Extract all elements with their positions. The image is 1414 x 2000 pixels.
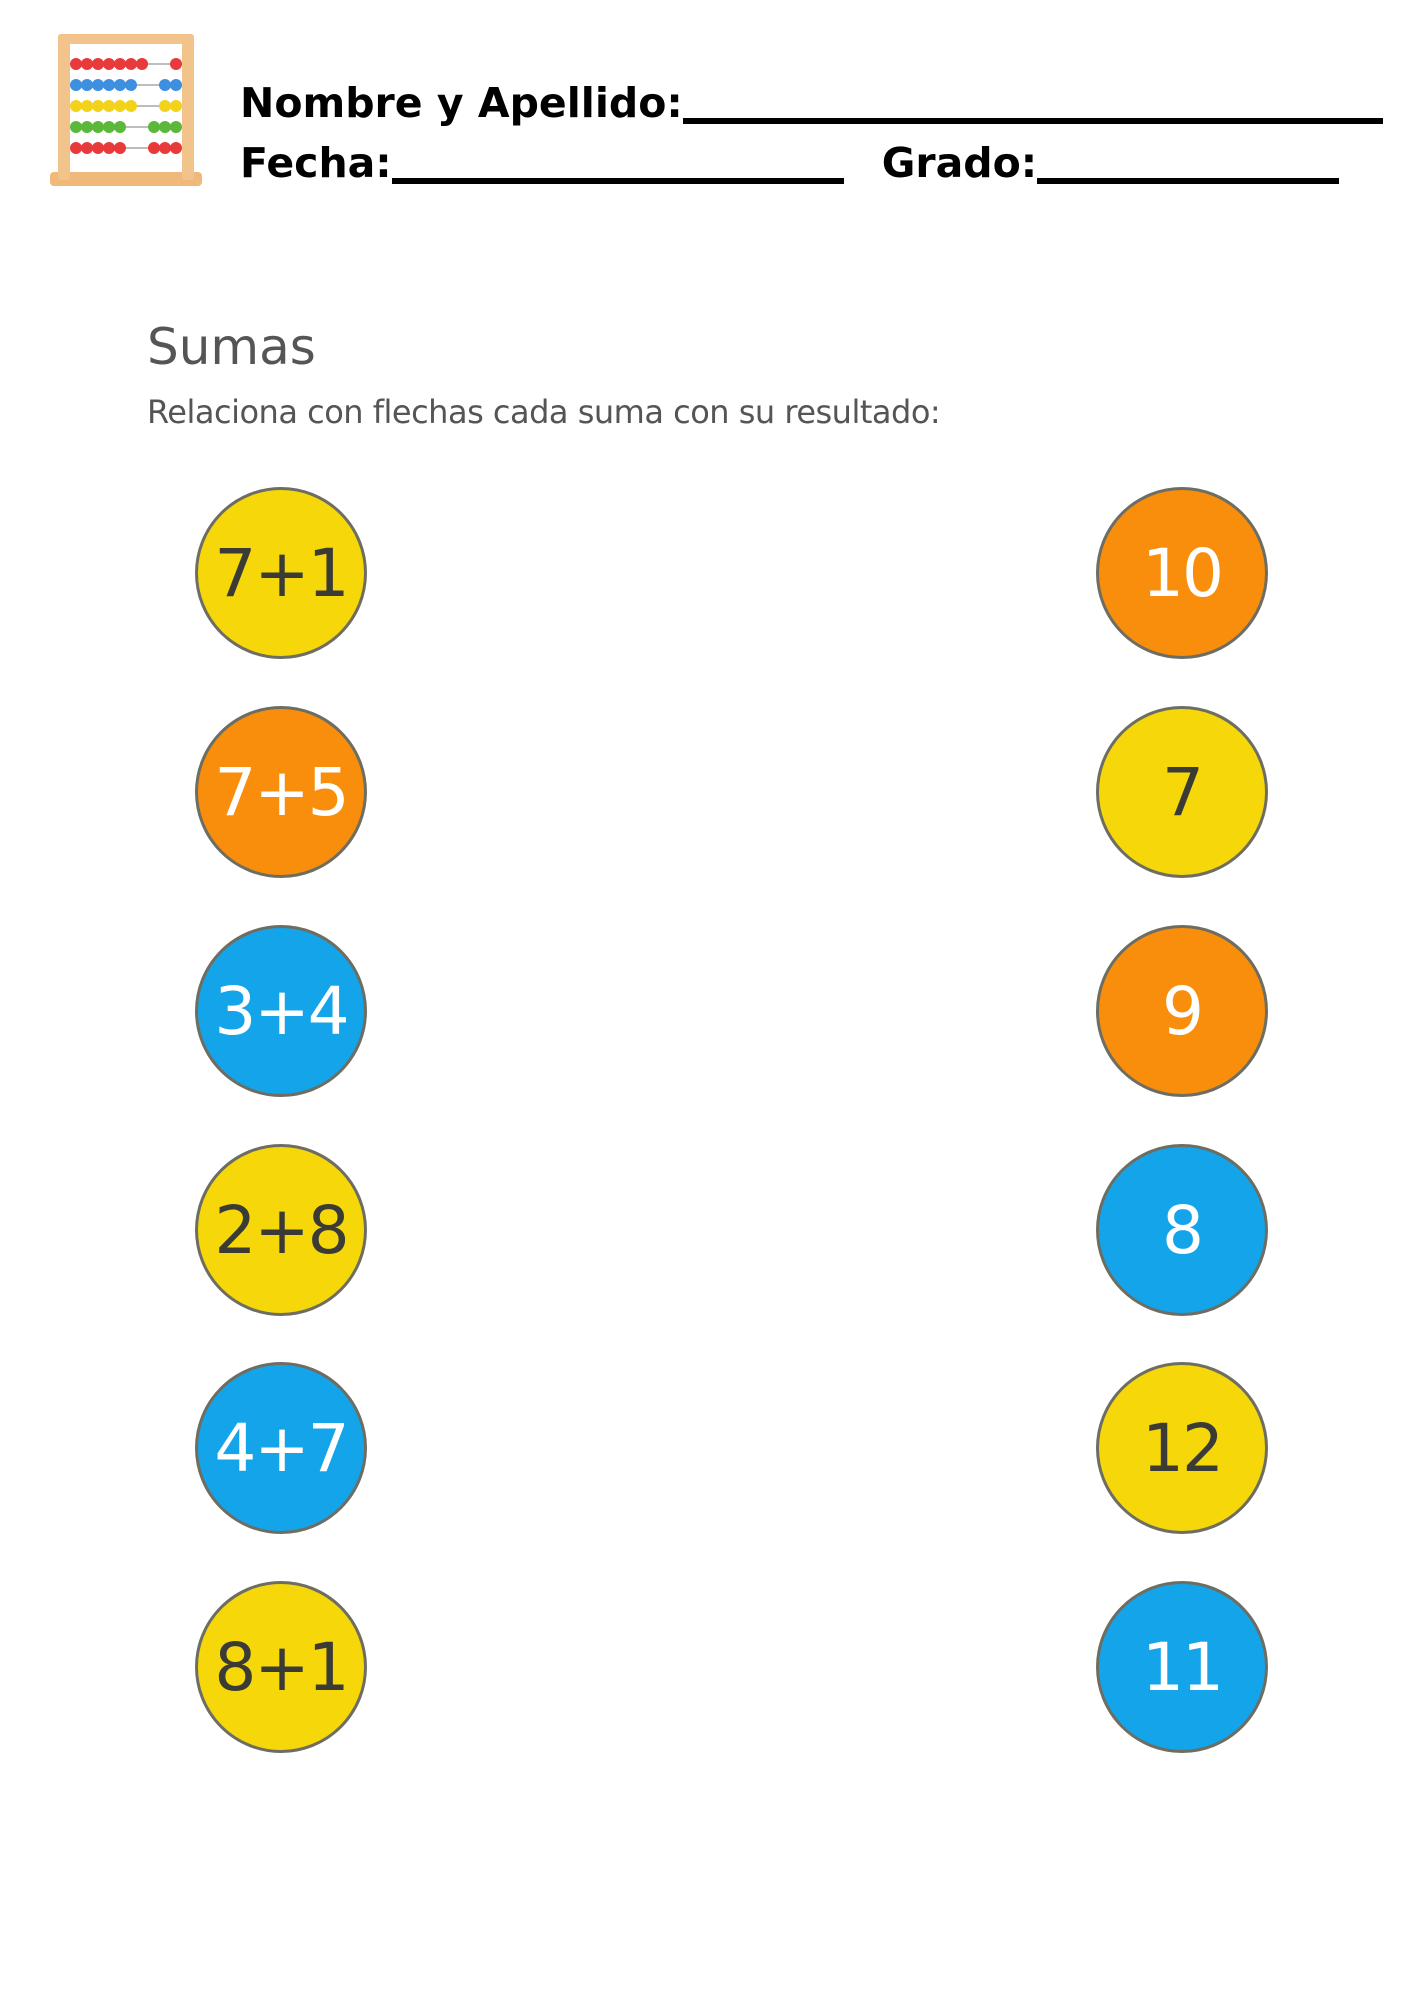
sum-circle-6[interactable]: 8+1 [195, 1581, 367, 1753]
sum-circle-1[interactable]: 7+1 [195, 487, 367, 659]
result-circle-6[interactable]: 11 [1096, 1581, 1268, 1753]
result-circle-5[interactable]: 12 [1096, 1362, 1268, 1534]
grade-blank-line[interactable] [1037, 136, 1340, 184]
sum-circle-5[interactable]: 4+7 [195, 1362, 367, 1534]
abacus-icon [50, 34, 202, 186]
exercise-instruction: Relaciona con flechas cada suma con su r… [147, 393, 941, 431]
result-circle-1[interactable]: 10 [1096, 487, 1268, 659]
result-circle-2[interactable]: 7 [1096, 706, 1268, 878]
sum-circle-3[interactable]: 3+4 [195, 925, 367, 1097]
sum-circle-4[interactable]: 2+8 [195, 1144, 367, 1316]
exercise-title: Sumas [147, 318, 316, 376]
result-circle-4[interactable]: 8 [1096, 1144, 1268, 1316]
name-row: Nombre y Apellido: [240, 76, 1383, 124]
name-blank-line[interactable] [682, 76, 1383, 124]
date-grade-row: Fecha: Grado: [240, 136, 1340, 187]
name-label: Nombre y Apellido: [240, 79, 683, 127]
result-circle-3[interactable]: 9 [1096, 925, 1268, 1097]
sum-circle-2[interactable]: 7+5 [195, 706, 367, 878]
date-label: Fecha: [240, 139, 392, 187]
grade-label: Grado: [881, 139, 1038, 187]
date-blank-line[interactable] [391, 136, 844, 184]
